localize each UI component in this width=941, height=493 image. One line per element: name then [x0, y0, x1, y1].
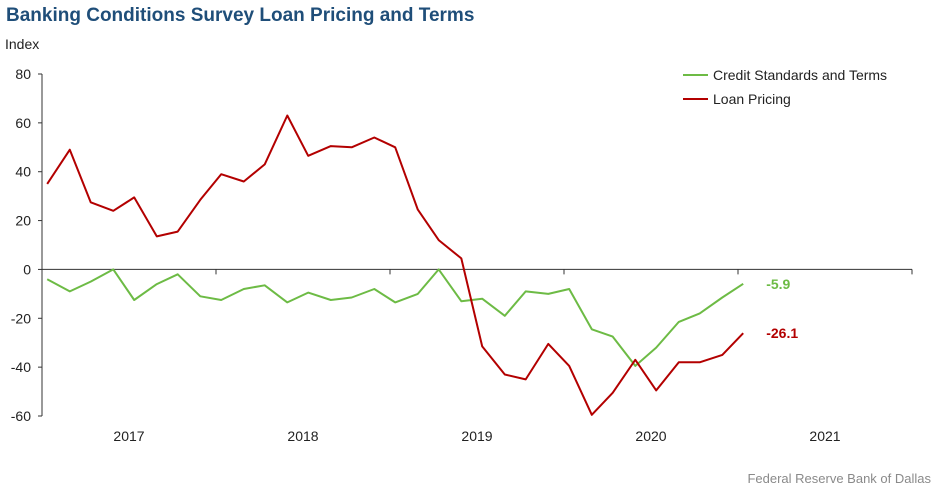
axes	[38, 73, 913, 417]
x-tick-label: 2018	[287, 428, 318, 444]
y-tick-label: 60	[15, 115, 31, 131]
tick-labels: 80 60 40 20 0 -20 -40 -60 2017 2018 2019 2020 2021	[11, 66, 841, 444]
y-tick-label: -40	[11, 359, 31, 375]
legend-label: Loan Pricing	[713, 91, 791, 107]
source-note: Federal Reserve Bank of Dallas	[747, 471, 931, 486]
series-lines	[46, 114, 744, 416]
end-labels: -5.9 -26.1	[766, 276, 798, 341]
x-tick-label: 2020	[635, 428, 666, 444]
legend-label: Credit Standards and Terms	[713, 67, 887, 83]
end-label-credit-standards: -5.9	[766, 276, 790, 292]
chart-title: Banking Conditions Survey Loan Pricing a…	[6, 5, 475, 26]
x-tick-label: 2021	[809, 428, 840, 444]
series-line-credit-standards	[46, 268, 744, 367]
y-tick-label: 40	[15, 164, 31, 180]
y-tick-label: -20	[11, 310, 31, 326]
y-axis-label: Index	[5, 36, 40, 52]
series-line-loan-pricing	[46, 114, 744, 416]
legend: Credit Standards and Terms Loan Pricing	[683, 67, 887, 107]
end-label-loan-pricing: -26.1	[766, 325, 798, 341]
y-tick-label: 0	[23, 261, 31, 277]
y-tick-label: -60	[11, 408, 31, 424]
y-tick-label: 80	[15, 66, 31, 82]
x-tick-label: 2017	[113, 428, 144, 444]
x-tick-label: 2019	[461, 428, 492, 444]
y-tick-label: 20	[15, 213, 31, 229]
